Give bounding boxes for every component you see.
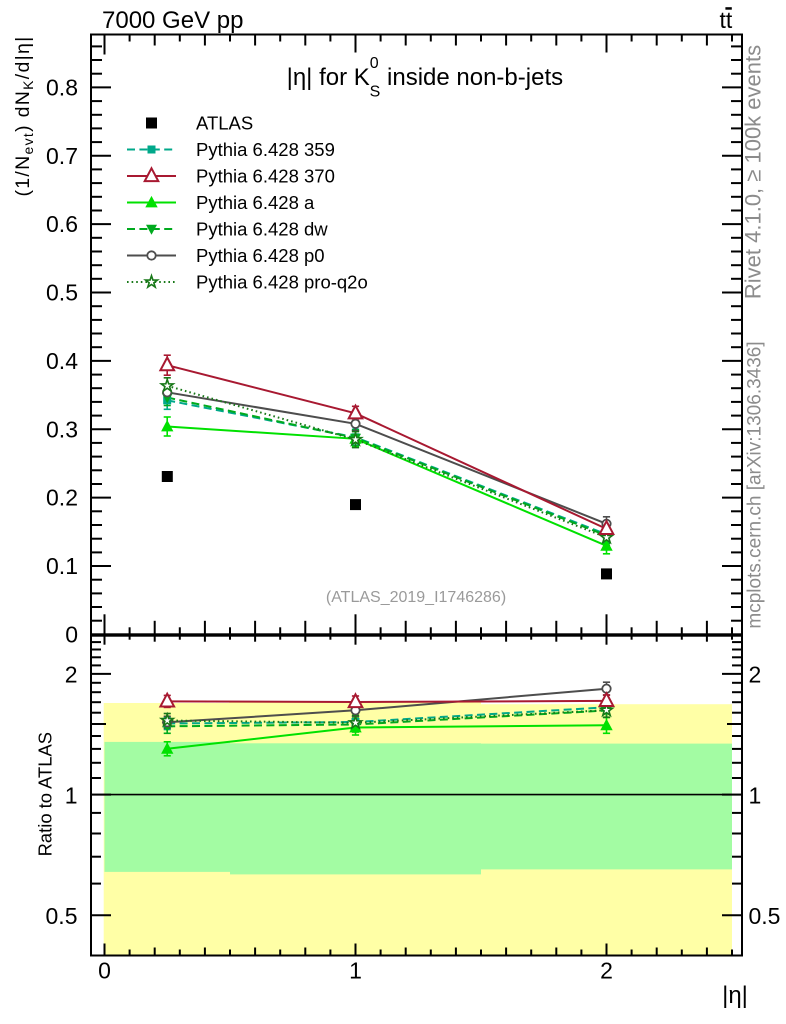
svg-text:1: 1 — [349, 958, 362, 984]
svg-text:Pythia 6.428 p0: Pythia 6.428 p0 — [196, 245, 325, 266]
svg-text:0.5: 0.5 — [46, 903, 78, 929]
svg-text:0.5: 0.5 — [46, 280, 78, 306]
svg-text:Ratio to ATLAS: Ratio to ATLAS — [35, 732, 56, 856]
svg-text:0.3: 0.3 — [46, 416, 78, 442]
svg-text:(ATLAS_2019_I1746286): (ATLAS_2019_I1746286) — [326, 589, 506, 606]
svg-text:(1/Nevt) dNK/d|η|: (1/Nevt) dNK/d|η| — [12, 35, 36, 196]
svg-text:0.2: 0.2 — [46, 485, 78, 511]
svg-text:ATLAS: ATLAS — [196, 113, 253, 134]
svg-text:|η|: |η| — [722, 982, 748, 1009]
svg-text:1: 1 — [65, 782, 78, 808]
svg-text:0.7: 0.7 — [46, 143, 78, 169]
svg-text:mcplots.cern.ch [arXiv:1306.34: mcplots.cern.ch [arXiv:1306.3436] — [745, 341, 766, 628]
svg-text:Pythia 6.428 pro-q2o: Pythia 6.428 pro-q2o — [196, 272, 368, 293]
svg-text:2: 2 — [749, 662, 762, 688]
svg-text:Pythia 6.428 359: Pythia 6.428 359 — [196, 139, 335, 160]
svg-text:Pythia 6.428 dw: Pythia 6.428 dw — [196, 219, 328, 240]
svg-text:1: 1 — [749, 782, 762, 808]
svg-text:0: 0 — [98, 958, 111, 984]
svg-text:Pythia 6.428 a: Pythia 6.428 a — [196, 192, 315, 213]
svg-text:7000 GeV pp: 7000 GeV pp — [102, 7, 243, 34]
svg-text:0.4: 0.4 — [46, 348, 78, 374]
svg-text:Rivet 4.1.0, ≥ 100k events: Rivet 4.1.0, ≥ 100k events — [741, 45, 766, 299]
svg-text:0.8: 0.8 — [46, 74, 78, 100]
svg-text:Pythia 6.428 370: Pythia 6.428 370 — [196, 166, 335, 187]
svg-text:0: 0 — [65, 621, 78, 647]
svg-text:2: 2 — [65, 662, 78, 688]
svg-text:0.5: 0.5 — [749, 903, 781, 929]
svg-text:0.1: 0.1 — [46, 553, 78, 579]
svg-text:2: 2 — [600, 958, 613, 984]
svg-text:tt: tt — [720, 7, 733, 33]
svg-text:0.6: 0.6 — [46, 211, 78, 237]
